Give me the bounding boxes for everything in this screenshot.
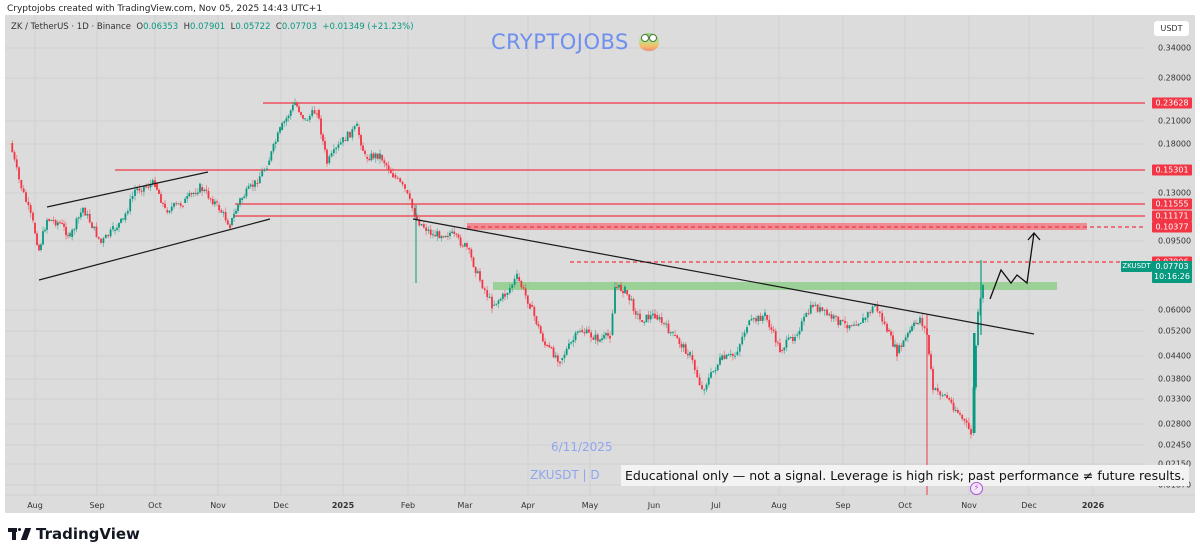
time-tick: Jun xyxy=(647,501,661,510)
time-tick: Aug xyxy=(771,501,787,510)
price-tick: 0.04400 xyxy=(1158,351,1192,361)
price-tick: 0.03800 xyxy=(1158,374,1192,384)
brand-name: TradingView xyxy=(36,525,140,543)
legend-high: 0.07901 xyxy=(190,22,226,32)
time-tick: Dec xyxy=(1021,501,1037,510)
price-tick: 0.21000 xyxy=(1158,116,1192,126)
time-tick: Nov xyxy=(961,501,977,510)
time-tick: Oct xyxy=(898,501,912,510)
time-tick: Aug xyxy=(27,501,43,510)
channel-lower[interactable] xyxy=(38,218,271,281)
legend-change: +0.01349 (+21.23%) xyxy=(322,22,414,32)
price-level-label: 0.11555 xyxy=(1152,198,1192,210)
price-tick: 0.02450 xyxy=(1158,440,1192,450)
price-level-label: 0.23628 xyxy=(1152,97,1192,109)
symbol-price-tag: ZKUSDT xyxy=(1121,261,1152,272)
tradingview-logo: TradingView xyxy=(8,525,140,543)
lightning-bolt-icon[interactable]: ⚡ xyxy=(970,482,983,495)
time-tick: May xyxy=(581,501,599,510)
chart-frame[interactable]: ZK / TetherUS · 1D · Binance O0.06353 H0… xyxy=(5,15,1195,513)
price-tick: 0.05200 xyxy=(1158,326,1192,336)
price-tick: 0.34000 xyxy=(1158,43,1192,53)
projection-path[interactable] xyxy=(989,232,1035,300)
time-tick: Mar xyxy=(457,501,473,510)
legend-symbol[interactable]: ZK / TetherUS · 1D · Binance xyxy=(11,22,131,32)
price-tick: 0.18000 xyxy=(1158,139,1192,149)
watermark-text: CRYPTOJOBS xyxy=(491,30,629,54)
chart-credit: Cryptojobs created with TradingView.com,… xyxy=(7,4,323,14)
time-tick: Oct xyxy=(148,501,162,510)
tradingview-logo-icon xyxy=(8,528,32,540)
price-level-label: 0.10377 xyxy=(1152,221,1192,233)
time-tick: Dec xyxy=(273,501,289,510)
time-tick: 2026 xyxy=(1081,501,1105,510)
price-tick: 0.02800 xyxy=(1158,419,1192,429)
legend-close: 0.07703 xyxy=(281,22,317,32)
price-level-label: 0.11171 xyxy=(1152,210,1192,222)
date-annotation: 6/11/2025 xyxy=(551,440,613,454)
price-tick: 0.09500 xyxy=(1158,236,1192,246)
time-tick: Apr xyxy=(521,501,535,510)
time-tick: Nov xyxy=(210,501,226,510)
currency-button[interactable]: USDT xyxy=(1154,21,1189,36)
candles xyxy=(11,98,984,439)
ohlc-legend: ZK / TetherUS · 1D · Binance O0.06353 H0… xyxy=(11,22,414,32)
descending-trendline[interactable] xyxy=(412,218,1035,335)
breakout-candle xyxy=(973,333,976,433)
symbol-annotation: ZKUSDT | D xyxy=(530,468,600,482)
price-tick: 0.06000 xyxy=(1158,305,1192,315)
disclaimer-note: Educational only — not a signal. Leverag… xyxy=(621,465,1189,486)
price-tick: 0.28000 xyxy=(1158,73,1192,83)
frog-emoji-icon xyxy=(638,33,659,51)
channel-upper[interactable] xyxy=(46,171,209,208)
price-level-label: 0.15301 xyxy=(1152,164,1192,176)
time-tick: 2025 xyxy=(331,501,355,510)
time-tick: Jul xyxy=(711,501,721,510)
price-tick: 0.13000 xyxy=(1158,188,1192,198)
current-price-label: 0.07703 10:16:26 xyxy=(1152,261,1192,283)
legend-low: 0.05722 xyxy=(235,22,271,32)
time-tick: Sep xyxy=(835,501,851,510)
time-tick: Feb xyxy=(400,501,416,510)
price-tick: 0.03300 xyxy=(1158,394,1192,404)
price-tick: 0.02150 xyxy=(1158,459,1192,469)
watermark: CRYPTOJOBS xyxy=(491,30,659,54)
arrow-head-icon xyxy=(1027,232,1041,241)
price-chart[interactable] xyxy=(5,15,1195,513)
time-tick: Sep xyxy=(89,501,105,510)
legend-open: 0.06353 xyxy=(143,22,179,32)
